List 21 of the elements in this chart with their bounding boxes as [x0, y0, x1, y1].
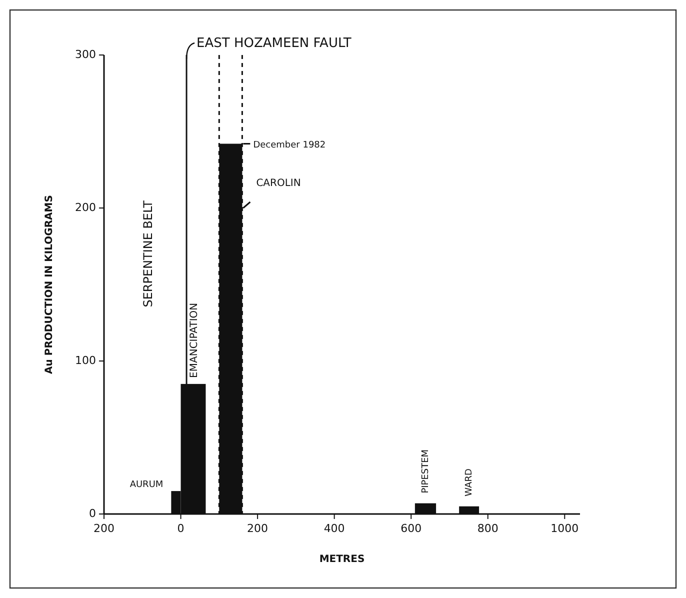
annotation: CAROLIN — [256, 178, 301, 189]
y-tick-label: 200 — [75, 201, 96, 214]
y-axis-title: Au PRODUCTION IN KILOGRAMS — [44, 195, 55, 374]
annotation: EMANCIPATION — [188, 302, 200, 378]
x-tick-label: 0 — [177, 522, 184, 535]
x-axis-title: METRES — [319, 554, 365, 565]
x-tick-label: 800 — [477, 522, 498, 535]
x-tick-label: 200 — [247, 522, 268, 535]
legend-label: EAST HOZAMEEN FAULT — [196, 36, 352, 51]
y-tick-label: 0 — [89, 507, 96, 520]
y-tick-label: 300 — [75, 48, 96, 62]
annotation: PIPESTEM — [420, 449, 431, 494]
annotation: SERPENTINE BELT — [140, 200, 155, 308]
x-tick-label: 600 — [400, 522, 422, 535]
x-tick-label: 1000 — [550, 522, 579, 535]
x-tick-label: 200 — [94, 522, 114, 535]
annotation: December 1982 — [253, 140, 326, 151]
x-tick-label: 400 — [324, 522, 345, 535]
annotation: WARD — [464, 468, 475, 496]
annotation: AURUM — [130, 480, 164, 490]
y-tick-label: 100 — [75, 354, 96, 368]
